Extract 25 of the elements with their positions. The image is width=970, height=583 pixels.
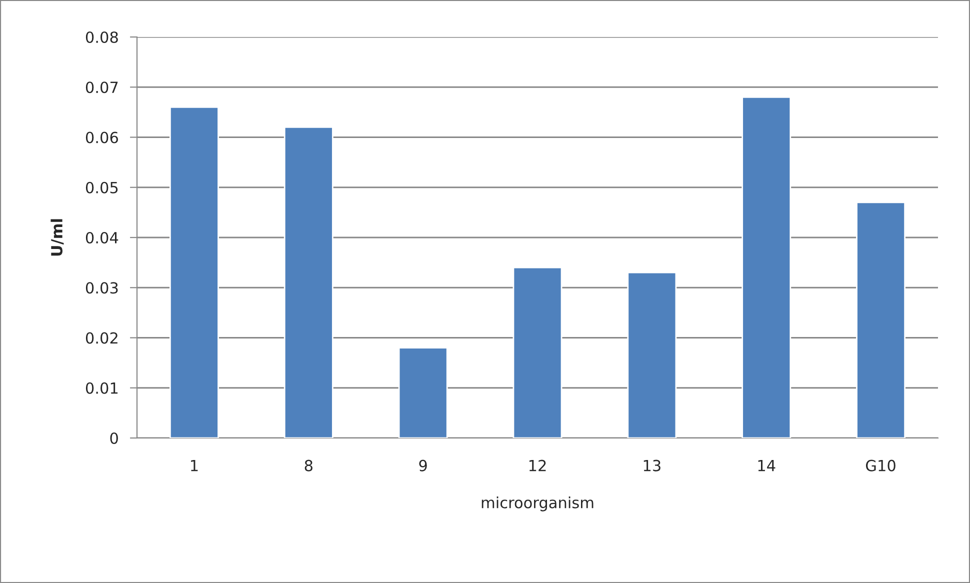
bar <box>627 272 677 438</box>
x-tick-label: 14 <box>758 460 776 472</box>
x-tick-label: 13 <box>644 460 660 472</box>
x-tick-label: 9 <box>419 460 427 472</box>
x-tick-label: G10 <box>866 460 896 472</box>
y-tick-label: 0.05 <box>86 182 118 194</box>
bar <box>284 126 334 438</box>
x-tick-label: 1 <box>191 460 198 472</box>
x-axis-title: microorganism <box>482 496 594 512</box>
y-tick-label: 0 <box>110 432 118 444</box>
y-tick-label: 0.04 <box>86 232 118 244</box>
x-tick-label: 8 <box>304 460 312 472</box>
bar <box>398 347 448 438</box>
y-tick-label: 0.03 <box>86 282 118 294</box>
y-tick-label: 0.07 <box>86 82 118 94</box>
y-tick-label: 0.08 <box>86 31 118 44</box>
x-tick-label: 12 <box>529 460 546 472</box>
y-tick-label: 0.02 <box>86 332 118 344</box>
bar <box>742 96 792 438</box>
bar <box>169 106 219 438</box>
y-tick-label: 0.01 <box>86 382 118 394</box>
y-tick-label: 0.06 <box>86 132 118 144</box>
bar <box>512 266 562 438</box>
y-axis-title: U/ml <box>50 219 64 256</box>
bar <box>856 202 906 438</box>
